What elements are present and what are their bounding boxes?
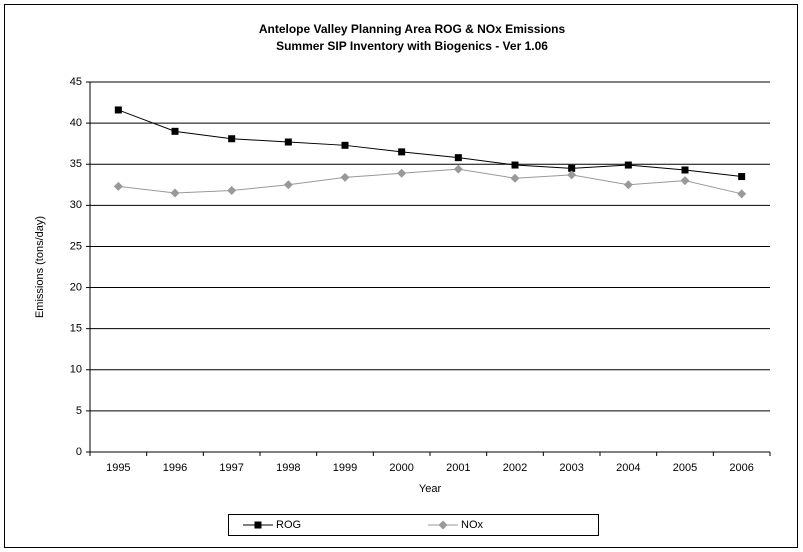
series-line [118, 109, 742, 178]
data-point [114, 106, 122, 114]
data-point [228, 135, 236, 143]
data-point [454, 154, 462, 162]
chart-title: Antelope Valley Planning Area ROG & NOx … [259, 22, 566, 36]
data-point [398, 148, 406, 156]
legend-marker [438, 520, 448, 530]
y-tick-label: 30 [70, 199, 82, 211]
data-point [738, 173, 746, 181]
x-tick-label: 1998 [276, 462, 300, 474]
series-line [118, 168, 742, 195]
legend-label: ROG [276, 519, 301, 531]
x-tick-label: 2003 [559, 462, 583, 474]
x-tick-label: 2000 [389, 462, 413, 474]
data-point [284, 138, 292, 146]
data-point [623, 180, 633, 190]
data-point [397, 168, 407, 178]
y-tick-label: 35 [70, 158, 82, 170]
data-point [340, 172, 350, 182]
data-point [680, 176, 690, 186]
y-tick-label: 0 [76, 446, 82, 458]
chart-subtitle: Summer SIP Inventory with Biogenics - Ve… [276, 39, 548, 53]
x-tick-label: 1999 [333, 462, 357, 474]
data-point [170, 188, 180, 198]
chart-border [4, 4, 798, 548]
data-point [283, 180, 293, 190]
x-tick-label: 2002 [503, 462, 527, 474]
data-point [453, 164, 463, 174]
y-tick-label: 10 [70, 364, 82, 376]
legend-label: NOx [461, 519, 484, 531]
x-axis-label: Year [419, 483, 442, 495]
y-tick-label: 40 [70, 117, 82, 129]
x-tick-label: 1995 [106, 462, 130, 474]
y-tick-label: 45 [70, 76, 82, 88]
x-tick-label: 2005 [673, 462, 697, 474]
data-point [341, 141, 349, 149]
legend-box [228, 514, 599, 536]
data-point [737, 189, 747, 199]
x-tick-label: 2004 [616, 462, 640, 474]
data-point [510, 173, 520, 183]
data-point [567, 170, 577, 180]
y-tick-label: 15 [70, 323, 82, 335]
y-tick-label: 25 [70, 240, 82, 252]
data-point [568, 164, 576, 172]
x-tick-label: 2001 [446, 462, 470, 474]
data-point [227, 186, 237, 196]
data-point [511, 161, 519, 169]
data-point [624, 161, 632, 169]
x-tick-label: 1996 [163, 462, 187, 474]
data-point [171, 127, 179, 135]
x-tick-label: 2006 [729, 462, 753, 474]
data-point [113, 181, 123, 191]
data-point [681, 166, 689, 174]
y-tick-label: 20 [70, 281, 82, 293]
y-tick-label: 5 [76, 405, 82, 417]
x-tick-label: 1997 [219, 462, 243, 474]
y-axis-label: Emissions (tons/day) [34, 216, 46, 318]
legend-marker [254, 521, 262, 529]
